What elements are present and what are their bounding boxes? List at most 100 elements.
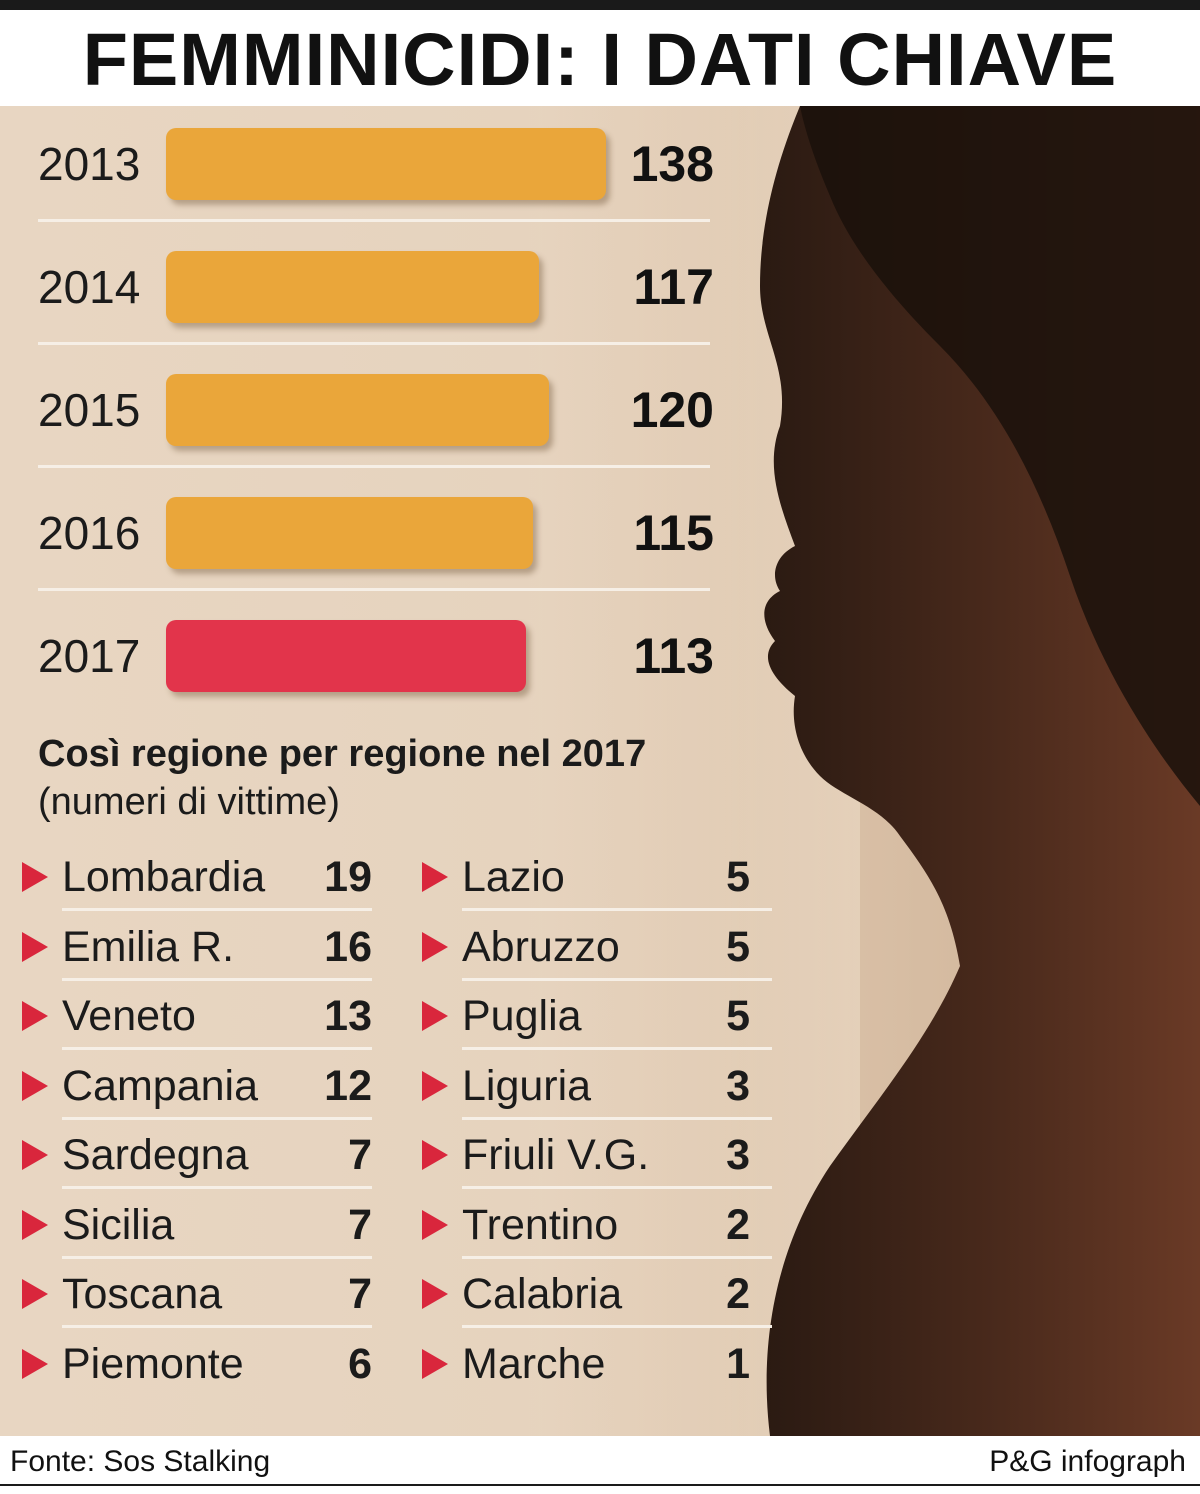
bullet-arrow-icon bbox=[422, 931, 448, 962]
region-name: Sardegna bbox=[62, 1131, 249, 1179]
region-name: Abruzzo bbox=[462, 922, 620, 971]
row-divider bbox=[38, 588, 710, 591]
region-name: Sicilia bbox=[62, 1200, 175, 1249]
bullet-arrow-icon bbox=[22, 862, 48, 892]
region-name: Emilia R. bbox=[62, 922, 235, 971]
bar-value-label: 138 bbox=[630, 136, 714, 192]
region-row: Abruzzo 5 bbox=[422, 914, 772, 984]
region-name: Veneto bbox=[62, 992, 196, 1040]
region-divider bbox=[62, 1047, 372, 1050]
bottom-rule bbox=[0, 1484, 1200, 1486]
region-name: Lazio bbox=[462, 853, 565, 901]
region-divider bbox=[462, 1325, 772, 1328]
bullet-arrow-icon bbox=[422, 1001, 448, 1031]
region-value: 5 bbox=[726, 853, 750, 901]
region-name: Liguria bbox=[462, 1061, 592, 1110]
region-divider bbox=[462, 1186, 772, 1189]
region-divider bbox=[462, 908, 772, 911]
region-divider bbox=[62, 1255, 372, 1259]
region-row: Liguria 3 bbox=[422, 1053, 772, 1123]
row-divider bbox=[38, 465, 710, 468]
region-row: Lombardia 19 bbox=[22, 844, 372, 914]
year-label: 2013 bbox=[38, 138, 141, 190]
bullet-arrow-icon bbox=[22, 1140, 48, 1170]
region-divider bbox=[462, 1047, 772, 1050]
region-divider bbox=[462, 977, 772, 981]
region-value: 19 bbox=[324, 853, 372, 901]
region-value: 2 bbox=[726, 1270, 750, 1318]
region-value: 12 bbox=[324, 1061, 372, 1110]
year-label: 2015 bbox=[38, 384, 141, 436]
region-divider bbox=[62, 977, 372, 981]
region-name: Calabria bbox=[462, 1270, 623, 1318]
bar-2016 bbox=[166, 497, 533, 569]
bullet-arrow-icon bbox=[22, 1209, 48, 1240]
background-photo bbox=[520, 106, 1200, 1436]
region-value: 2 bbox=[726, 1200, 750, 1249]
region-row: Sicilia 7 bbox=[22, 1192, 372, 1262]
region-row: Friuli V.G. 3 bbox=[422, 1122, 772, 1192]
region-name: Piemonte bbox=[62, 1339, 244, 1388]
region-value: 16 bbox=[324, 922, 372, 971]
region-value: 3 bbox=[726, 1131, 750, 1179]
bullet-arrow-icon bbox=[22, 931, 48, 962]
silhouette-hair bbox=[800, 106, 1200, 806]
region-row: Toscana 7 bbox=[22, 1261, 372, 1331]
region-name: Trentino bbox=[462, 1200, 619, 1249]
bar-2015 bbox=[166, 374, 549, 446]
bar-value-label: 113 bbox=[633, 628, 714, 684]
region-value: 5 bbox=[726, 992, 750, 1040]
bullet-arrow-icon bbox=[22, 1279, 48, 1309]
region-row: Lazio 5 bbox=[422, 844, 772, 914]
bar-value-label: 120 bbox=[630, 382, 714, 438]
row-divider bbox=[38, 342, 710, 345]
region-name: Puglia bbox=[462, 992, 582, 1040]
bar-2013 bbox=[166, 128, 606, 200]
year-label: 2017 bbox=[38, 630, 141, 682]
year-label: 2014 bbox=[38, 261, 141, 313]
region-name: Lombardia bbox=[62, 853, 266, 901]
bullet-arrow-icon bbox=[22, 1001, 48, 1031]
region-divider bbox=[62, 908, 372, 911]
region-row: Sardegna 7 bbox=[22, 1122, 372, 1192]
bullet-arrow-icon bbox=[422, 1070, 448, 1101]
region-divider bbox=[62, 1116, 372, 1120]
region-name: Friuli V.G. bbox=[462, 1131, 650, 1179]
bullet-arrow-icon bbox=[422, 1140, 448, 1170]
region-divider bbox=[462, 1116, 772, 1120]
region-row: Veneto 13 bbox=[22, 983, 372, 1053]
bar-2014 bbox=[166, 251, 539, 323]
row-divider bbox=[38, 219, 710, 222]
region-row: Trentino 2 bbox=[422, 1192, 772, 1262]
region-value: 1 bbox=[726, 1339, 750, 1388]
credit-note: P&G infograph bbox=[989, 1445, 1186, 1478]
footer: Fonte: Sos Stalking P&G infograph bbox=[0, 1436, 1200, 1494]
region-value: 7 bbox=[348, 1131, 372, 1179]
bar-value-label: 115 bbox=[633, 505, 714, 561]
bar-value-label: 117 bbox=[633, 259, 714, 315]
source-note: Fonte: Sos Stalking bbox=[10, 1445, 271, 1478]
region-row: Calabria 2 bbox=[422, 1261, 772, 1331]
section-title: Così regione per regione nel 2017 bbox=[38, 733, 647, 775]
region-value: 3 bbox=[726, 1061, 750, 1110]
region-divider bbox=[462, 1255, 772, 1259]
region-row: Emilia R. 16 bbox=[22, 914, 372, 984]
infographic-panel: 2013 138 2014 117 2015 120 2016 115 2017 113 Così… bbox=[0, 106, 1200, 1436]
bullet-arrow-icon bbox=[422, 1348, 448, 1379]
region-name: Toscana bbox=[62, 1270, 223, 1318]
bullet-arrow-icon bbox=[22, 1348, 48, 1379]
region-row: Campania 12 bbox=[22, 1053, 372, 1123]
year-label: 2016 bbox=[38, 507, 141, 559]
region-row: Marche 1 bbox=[422, 1331, 750, 1401]
region-value: 6 bbox=[348, 1339, 372, 1388]
bullet-arrow-icon bbox=[22, 1070, 48, 1101]
region-divider bbox=[62, 1186, 372, 1189]
bullet-arrow-icon bbox=[422, 1279, 448, 1309]
region-value: 13 bbox=[324, 992, 372, 1040]
top-rule bbox=[0, 0, 1200, 10]
bullet-arrow-icon bbox=[422, 862, 448, 892]
region-name: Campania bbox=[62, 1061, 258, 1110]
bullet-arrow-icon bbox=[422, 1209, 448, 1240]
region-row: Puglia 5 bbox=[422, 983, 772, 1053]
bar-2017 bbox=[166, 620, 526, 692]
